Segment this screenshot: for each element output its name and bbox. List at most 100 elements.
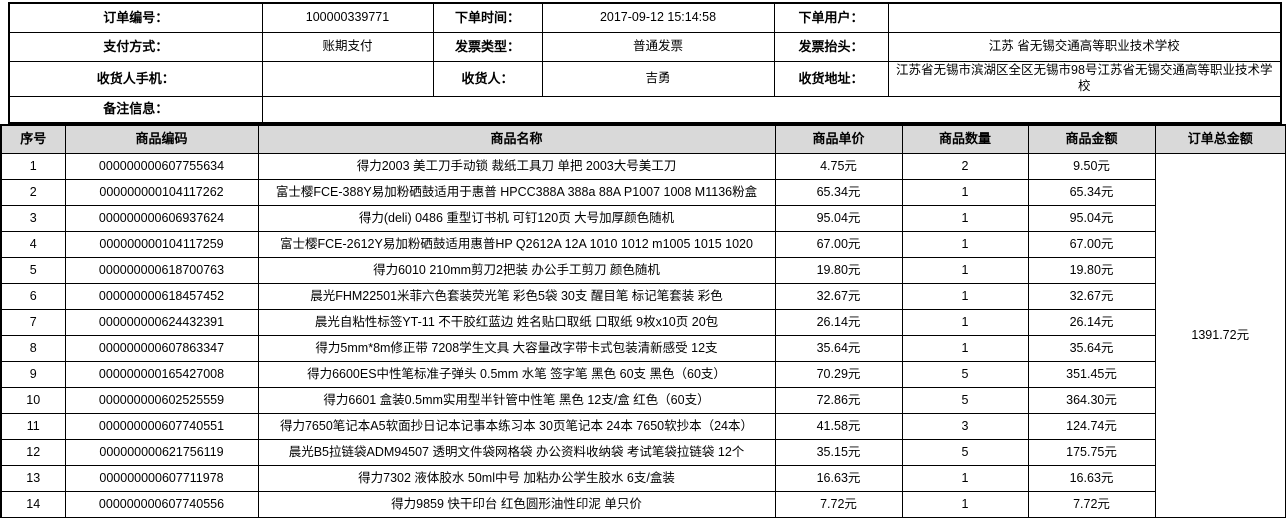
item-seq-cell: 2 xyxy=(0,179,66,206)
invoice-title-value: 江苏 省无锡交通高等职业技术学校 xyxy=(887,32,1282,62)
item-amount-cell: 124.74元 xyxy=(1027,413,1156,440)
item-code-cell: 000000000104117259 xyxy=(64,231,259,258)
table-row: 7 000000000624432391 晨光自粘性标签YT-11 不干胶红蓝边 姓… xyxy=(0,309,1286,336)
table-row: 12 000000000621756119 晨光B5拉链袋ADM94507 透明文件… xyxy=(0,439,1286,466)
item-seq-cell: 13 xyxy=(0,465,66,492)
order-info-row-2: 支付方式： 账期支付 发票类型： 普通发票 发票抬头： 江苏 省无锡交通高等职业… xyxy=(8,32,1282,62)
item-amount-cell: 364.30元 xyxy=(1027,387,1156,414)
item-qty-cell: 5 xyxy=(901,387,1029,414)
item-code-cell: 000000000618700763 xyxy=(64,257,259,284)
item-amount-cell: 32.67元 xyxy=(1027,283,1156,310)
item-code-cell: 000000000602525559 xyxy=(64,387,259,414)
item-code-cell: 000000000607740551 xyxy=(64,413,259,440)
item-amount-cell: 175.75元 xyxy=(1027,439,1156,466)
col-header-seq: 序号 xyxy=(0,124,66,154)
item-qty-cell: 5 xyxy=(901,439,1029,466)
item-price-cell: 70.29元 xyxy=(774,361,903,388)
item-name-cell: 富士樱FCE-388Y易加粉硒鼓适用于惠普 HPCC388A 388a 88A … xyxy=(257,179,776,206)
item-price-cell: 95.04元 xyxy=(774,205,903,232)
item-code-cell: 000000000165427008 xyxy=(64,361,259,388)
table-row: 13 000000000607711978 得力7302 液体胶水 50ml中号 加… xyxy=(0,465,1286,492)
item-price-cell: 67.00元 xyxy=(774,231,903,258)
pay-method-value: 账期支付 xyxy=(261,32,434,62)
receiver-phone-value xyxy=(261,61,434,97)
order-info-row-remark: 备注信息： xyxy=(8,96,1282,124)
order-info-row-3: 收货人手机： 收货人： 吉勇 收货地址： 江苏省无锡市滨湖区全区无锡市98号江苏… xyxy=(8,61,1282,97)
col-header-total: 订单总金额 xyxy=(1154,124,1286,154)
item-qty-cell: 2 xyxy=(901,153,1029,180)
item-qty-cell: 3 xyxy=(901,413,1029,440)
item-name-cell: 得力6010 210mm剪刀2把装 办公手工剪刀 颜色随机 xyxy=(257,257,776,284)
item-amount-cell: 35.64元 xyxy=(1027,335,1156,362)
address-value: 江苏省无锡市滨湖区全区无锡市98号江苏省无锡交通高等职业技术学校 xyxy=(887,61,1282,97)
items-header-row: 序号 商品编码 商品名称 商品单价 商品数量 商品金额 订单总金额 xyxy=(0,124,1286,154)
table-row: 9 000000000165427008 得力6600ES中性笔标准子弹头 0.5m… xyxy=(0,361,1286,388)
item-price-cell: 72.86元 xyxy=(774,387,903,414)
item-price-cell: 32.67元 xyxy=(774,283,903,310)
col-header-amount: 商品金额 xyxy=(1027,124,1156,154)
receiver-label: 收货人： xyxy=(432,61,543,97)
item-name-cell: 晨光B5拉链袋ADM94507 透明文件袋网格袋 办公资料收纳袋 考试笔袋拉链袋… xyxy=(257,439,776,466)
item-name-cell: 得力7650笔记本A5软面抄日记本记事本练习本 30页笔记本 24本 7650软… xyxy=(257,413,776,440)
item-name-cell: 晨光FHM22501米菲六色套装荧光笔 彩色5袋 30支 醒目笔 标记笔套装 彩… xyxy=(257,283,776,310)
item-code-cell: 000000000607755634 xyxy=(64,153,259,180)
item-seq-cell: 7 xyxy=(0,309,66,336)
item-code-cell: 000000000618457452 xyxy=(64,283,259,310)
item-qty-cell: 1 xyxy=(901,309,1029,336)
remark-value xyxy=(261,96,1282,124)
invoice-type-value: 普通发票 xyxy=(541,32,775,62)
order-time-label: 下单时间： xyxy=(432,2,543,33)
item-name-cell: 得力6601 盒装0.5mm实用型半针管中性笔 黑色 12支/盒 红色（60支） xyxy=(257,387,776,414)
invoice-title-label: 发票抬头： xyxy=(773,32,889,62)
item-price-cell: 19.80元 xyxy=(774,257,903,284)
item-amount-cell: 16.63元 xyxy=(1027,465,1156,492)
item-amount-cell: 351.45元 xyxy=(1027,361,1156,388)
item-seq-cell: 3 xyxy=(0,205,66,232)
item-price-cell: 35.64元 xyxy=(774,335,903,362)
item-name-cell: 得力9859 快干印台 红色圆形油性印泥 单只价 xyxy=(257,491,776,518)
item-seq-cell: 9 xyxy=(0,361,66,388)
remark-label: 备注信息： xyxy=(8,96,263,124)
col-header-price: 商品单价 xyxy=(774,124,903,154)
item-amount-cell: 19.80元 xyxy=(1027,257,1156,284)
item-qty-cell: 1 xyxy=(901,283,1029,310)
item-code-cell: 000000000606937624 xyxy=(64,205,259,232)
item-name-cell: 得力(deli) 0486 重型订书机 可钉120页 大号加厚颜色随机 xyxy=(257,205,776,232)
item-amount-cell: 95.04元 xyxy=(1027,205,1156,232)
table-row: 11 000000000607740551 得力7650笔记本A5软面抄日记本记事本… xyxy=(0,413,1286,440)
order-time-value: 2017-09-12 15:14:58 xyxy=(541,2,775,33)
item-price-cell: 16.63元 xyxy=(774,465,903,492)
item-price-cell: 26.14元 xyxy=(774,309,903,336)
table-row: 1 000000000607755634 得力2003 美工刀手动锁 裁纸工具刀 单… xyxy=(0,153,1286,518)
order-info-table: 订单编号： 100000339771 下单时间： 2017-09-12 15:1… xyxy=(8,2,1282,124)
order-user-label: 下单用户： xyxy=(773,2,889,33)
item-name-cell: 得力6600ES中性笔标准子弹头 0.5mm 水笔 签字笔 黑色 60支 黑色（… xyxy=(257,361,776,388)
item-price-cell: 65.34元 xyxy=(774,179,903,206)
item-seq-cell: 1 xyxy=(0,153,66,180)
item-qty-cell: 1 xyxy=(901,205,1029,232)
col-header-qty: 商品数量 xyxy=(901,124,1029,154)
item-amount-cell: 67.00元 xyxy=(1027,231,1156,258)
item-qty-cell: 1 xyxy=(901,335,1029,362)
order-info-row-1: 订单编号： 100000339771 下单时间： 2017-09-12 15:1… xyxy=(8,2,1282,33)
table-row: 5 000000000618700763 得力6010 210mm剪刀2把装 办公手… xyxy=(0,257,1286,284)
item-name-cell: 晨光自粘性标签YT-11 不干胶红蓝边 姓名贴口取纸 口取纸 9枚x10页 20… xyxy=(257,309,776,336)
address-label: 收货地址： xyxy=(773,61,889,97)
item-seq-cell: 8 xyxy=(0,335,66,362)
item-seq-cell: 5 xyxy=(0,257,66,284)
table-row: 8 000000000607863347 得力5mm*8m修正带 7208学生文具 … xyxy=(0,335,1286,362)
item-price-cell: 4.75元 xyxy=(774,153,903,180)
item-amount-cell: 65.34元 xyxy=(1027,179,1156,206)
item-seq-cell: 11 xyxy=(0,413,66,440)
item-qty-cell: 5 xyxy=(901,361,1029,388)
item-qty-cell: 1 xyxy=(901,491,1029,518)
item-qty-cell: 1 xyxy=(901,257,1029,284)
item-seq-cell: 14 xyxy=(0,491,66,518)
item-seq-cell: 12 xyxy=(0,439,66,466)
item-qty-cell: 1 xyxy=(901,179,1029,206)
item-qty-cell: 1 xyxy=(901,231,1029,258)
item-code-cell: 000000000607740556 xyxy=(64,491,259,518)
pay-method-label: 支付方式： xyxy=(8,32,263,62)
item-amount-cell: 26.14元 xyxy=(1027,309,1156,336)
item-seq-cell: 10 xyxy=(0,387,66,414)
